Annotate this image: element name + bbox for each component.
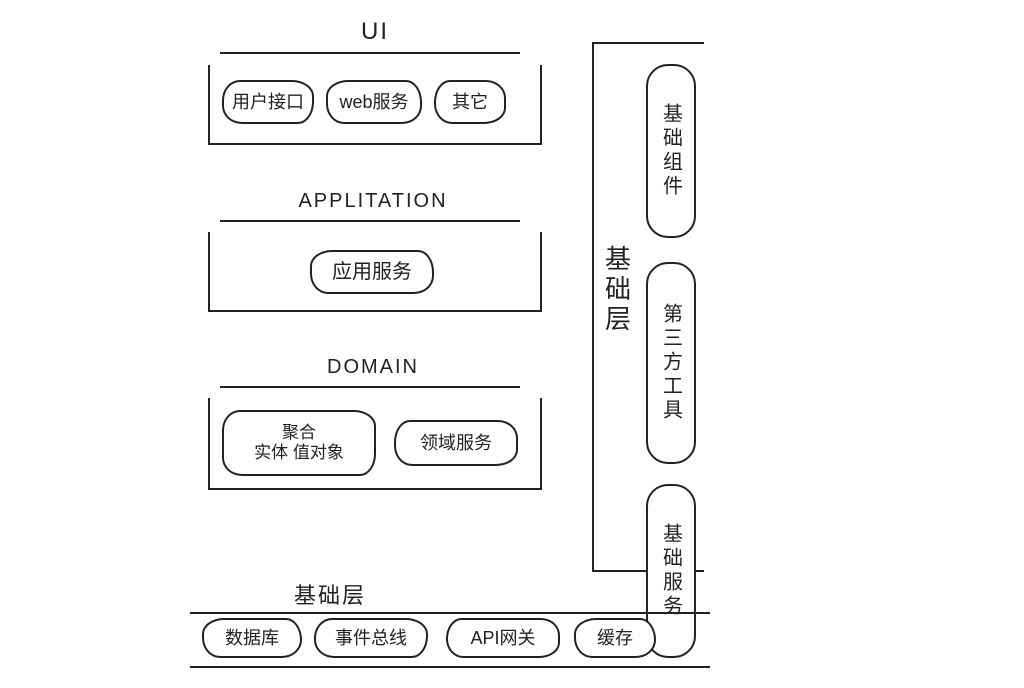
domain-item-domain-service: 领域服务 (394, 420, 518, 466)
domain-item-aggregate: 聚合 实体 值对象 (222, 410, 376, 476)
ui-item-other: 其它 (434, 80, 506, 124)
infra-bottom-item-api-gateway: API网关 (446, 618, 560, 658)
infrastructure-bottom-title: 基础层 (260, 578, 400, 610)
infra-item-third-party-tools: 第三方工具 (646, 262, 696, 464)
domain-layer-title-underline (220, 386, 520, 388)
domain-item-aggregate-line1: 聚合 (282, 423, 316, 443)
ui-item-web-service: web服务 (326, 80, 422, 124)
infra-bottom-item-database: 数据库 (202, 618, 302, 658)
infra-bottom-item-cache: 缓存 (574, 618, 656, 658)
ui-layer-title: UI (300, 18, 450, 46)
infra-bottom-item-event-bus: 事件总线 (314, 618, 428, 658)
infra-item-base-components: 基础组件 (646, 64, 696, 238)
ui-layer-title-underline (220, 52, 520, 54)
infrastructure-right-title: 基础层 (600, 200, 634, 380)
ui-item-user-interface: 用户接口 (222, 80, 314, 124)
domain-layer-title: DOMAIN (288, 356, 458, 379)
application-layer-title: APPLITATION (258, 190, 488, 213)
domain-item-aggregate-line2: 实体 值对象 (254, 443, 344, 463)
application-item-app-service: 应用服务 (310, 250, 434, 294)
architecture-diagram: UI 用户接口 web服务 其它 APPLITATION 应用服务 DOMAIN… (0, 0, 1024, 688)
application-layer-title-underline (220, 220, 520, 222)
